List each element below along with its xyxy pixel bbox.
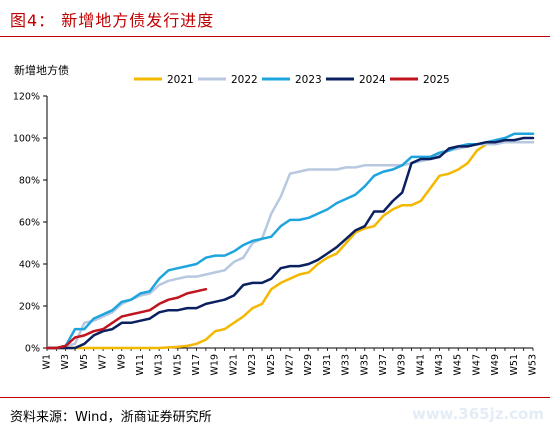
legend-label-2022: 2022 [231,74,258,86]
y-tick-label: 60% [19,218,40,229]
x-tick-label: W47 [471,354,482,375]
x-tick-label: W7 [98,354,109,369]
legend-label-2024: 2024 [359,74,386,86]
figure-title: 图4： 新增地方债发行进度 [10,11,215,30]
source-note: 资料来源：Wind，浙商证券研究所 [10,410,212,425]
series-line-2025 [45,287,208,350]
x-tick-label: W25 [266,354,277,375]
x-tick-label: W3 [60,354,71,369]
x-tick-label: W49 [490,354,501,375]
y-tick-label: 120% [13,92,40,103]
legend-label-2025: 2025 [423,74,450,86]
y-tick-label: 20% [19,302,40,313]
y-axis-title: 新增地方债 [14,63,69,77]
y-tick-label: 0% [25,344,40,355]
watermark: www.365jz.com [411,405,544,423]
y-tick-label: 100% [13,134,40,145]
x-axis: W1 W3 W5 W7 W9 W11 W13 W15 W17 W19 W21 W23 W25 W27 W29… [42,347,539,375]
legend-label-2023: 2023 [295,74,322,86]
x-tick-label: W27 [285,354,296,375]
legend-label-2021: 2021 [167,74,194,86]
series-line-2021 [45,140,535,350]
x-tick-label: W9 [116,354,127,369]
y-tick-label: 80% [19,176,40,187]
line-chart: 新增地方债 2021 2022 2023 2024 2025 0% 20% 40% 60% 80… [13,63,539,375]
x-tick-label: W15 [172,354,183,375]
figure-footer: 资料来源：Wind，浙商证券研究所 www.365jz.com [0,397,550,432]
x-tick-label: W37 [378,354,389,375]
x-tick-label: W53 [528,354,539,375]
x-tick-label: W17 [191,354,202,375]
chart-legend: 2021 2022 2023 2024 2025 [134,74,450,86]
x-tick-label: W39 [397,354,408,375]
title-divider [0,36,550,37]
figure-header: 图4： 新增地方债发行进度 [0,0,550,38]
x-tick-label: W5 [79,354,90,369]
x-tick-label: W41 [415,354,426,375]
series-line-2024 [45,136,535,350]
x-tick-label: W1 [42,354,53,369]
x-tick-label: W13 [154,354,165,375]
x-tick-label: W51 [509,354,520,375]
x-tick-label: W43 [434,354,445,375]
x-tick-label: W21 [228,354,239,375]
y-axis: 0% 20% 40% 60% 80% 100% 120% [13,92,48,355]
y-tick-label: 40% [19,260,40,271]
x-tick-label: W19 [210,354,221,375]
x-tick-label: W31 [322,354,333,375]
footer-divider [0,397,550,398]
x-tick-label: W33 [341,354,352,375]
x-tick-label: W29 [303,354,314,375]
x-tick-label: W23 [247,354,258,375]
x-tick-label: W35 [359,354,370,375]
x-tick-label: W11 [135,354,146,375]
series-line-2023 [45,132,535,350]
series-layer [45,132,535,350]
x-tick-label: W45 [453,354,464,375]
